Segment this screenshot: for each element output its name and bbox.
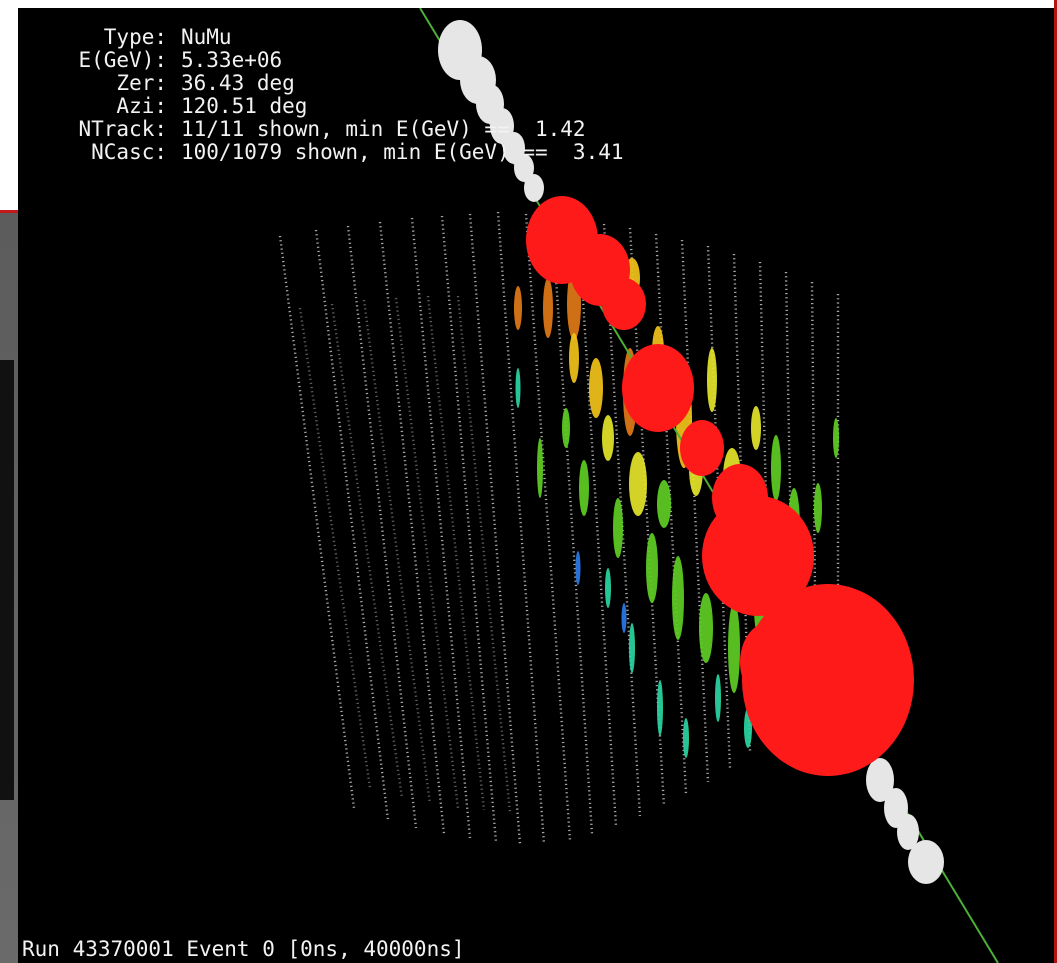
- dom-string: [426, 295, 486, 811]
- info-row-energy: E(GeV): 5.33e+06: [22, 49, 624, 72]
- hit-column: [605, 568, 611, 608]
- hit-column: [672, 556, 684, 640]
- hit-column: [562, 408, 570, 448]
- dom-string: [346, 225, 418, 829]
- dom-string: [468, 213, 522, 845]
- page-rule-right: [1054, 0, 1057, 963]
- muon-track: [419, 8, 999, 963]
- dom-string: [410, 217, 472, 839]
- hit-column: [657, 480, 671, 528]
- dom-string: [440, 215, 498, 843]
- hit-column: [771, 435, 781, 501]
- track-segment: [524, 174, 544, 202]
- track-segment: [866, 758, 894, 802]
- dom-string: [362, 299, 432, 805]
- hit-column: [613, 498, 623, 558]
- dom-string: [394, 297, 460, 809]
- hit-column: [514, 286, 522, 330]
- hit-column: [621, 603, 627, 633]
- hit-column: [833, 418, 839, 458]
- hit-column: [646, 533, 658, 603]
- dom-string: [680, 239, 710, 783]
- zenith-value: 36.43 deg: [181, 71, 295, 95]
- ncasc-label: NCasc:: [91, 140, 167, 164]
- cascade-sphere: [740, 622, 800, 702]
- hit-column: [707, 348, 717, 412]
- hit-column: [657, 680, 663, 736]
- run-event-footer: Run 43370001 Event 0 [0ns, 40000ns]: [22, 937, 465, 961]
- dom-string: [378, 221, 446, 835]
- dom-string: [654, 233, 688, 795]
- track-segment: [897, 814, 919, 850]
- hit-column: [751, 406, 761, 450]
- info-row-ntrack: NTrack: 11/11 shown, min E(GeV) == 1.42: [22, 118, 624, 141]
- energy-label: E(GeV):: [78, 48, 167, 72]
- cascade-sphere: [712, 464, 768, 532]
- zenith-label: Zer:: [116, 71, 167, 95]
- hit-column: [683, 718, 689, 758]
- dom-string: [496, 211, 546, 845]
- azimuth-value: 120.51 deg: [181, 94, 308, 118]
- hit-column: [537, 438, 543, 498]
- event-display-viewport[interactable]: Type: NuMu E(GeV): 5.33e+06 Zer: 36.43 d…: [18, 8, 1054, 963]
- dom-string: [810, 281, 818, 695]
- hit-column: [629, 452, 647, 516]
- hit-column: [589, 358, 603, 418]
- dom-string: [576, 219, 618, 827]
- hit-column: [575, 551, 581, 585]
- cascade-sphere: [622, 344, 694, 432]
- info-row-ncasc: NCasc: 100/1079 shown, min E(GeV) == 3.4…: [22, 140, 624, 164]
- hit-column: [814, 483, 822, 533]
- dom-string-grid: [278, 211, 840, 845]
- cascade-spheres: [526, 196, 914, 776]
- event-info-panel: Type: NuMu E(GeV): 5.33e+06 Zer: 36.43 d…: [22, 26, 624, 164]
- energy-value: 5.33e+06: [181, 48, 283, 72]
- type-label: Type:: [103, 25, 167, 49]
- hit-column: [715, 674, 721, 722]
- cascade-sphere: [680, 420, 724, 476]
- type-value: NuMu: [181, 25, 232, 49]
- hit-column: [579, 460, 589, 516]
- background-panel-dark: [0, 360, 14, 800]
- info-row-zenith: Zer: 36.43 deg: [22, 72, 624, 95]
- event-scene[interactable]: [18, 8, 1054, 963]
- dom-string: [314, 229, 390, 821]
- info-row-type: Type: NuMu: [22, 26, 624, 49]
- ncasc-value: 100/1079 shown, min E(GeV) == 3.41: [181, 140, 624, 164]
- dom-string: [456, 295, 512, 813]
- dom-string: [278, 235, 356, 809]
- hit-column: [699, 593, 713, 663]
- hit-column: [602, 415, 614, 461]
- hit-column: [728, 603, 740, 693]
- ntrack-label: NTrack:: [78, 117, 167, 141]
- hit-column: [629, 623, 635, 673]
- hit-column: [569, 333, 579, 383]
- track-segment: [908, 840, 944, 884]
- info-row-azimuth: Azi: 120.51 deg: [22, 95, 624, 118]
- ntrack-value: 11/11 shown, min E(GeV) == 1.42: [181, 117, 586, 141]
- hit-column: [543, 278, 553, 338]
- track-segment: [514, 154, 534, 182]
- azimuth-label: Azi:: [116, 94, 167, 118]
- dom-string: [298, 307, 372, 789]
- cascade-sphere: [602, 278, 646, 330]
- hit-column: [515, 368, 521, 408]
